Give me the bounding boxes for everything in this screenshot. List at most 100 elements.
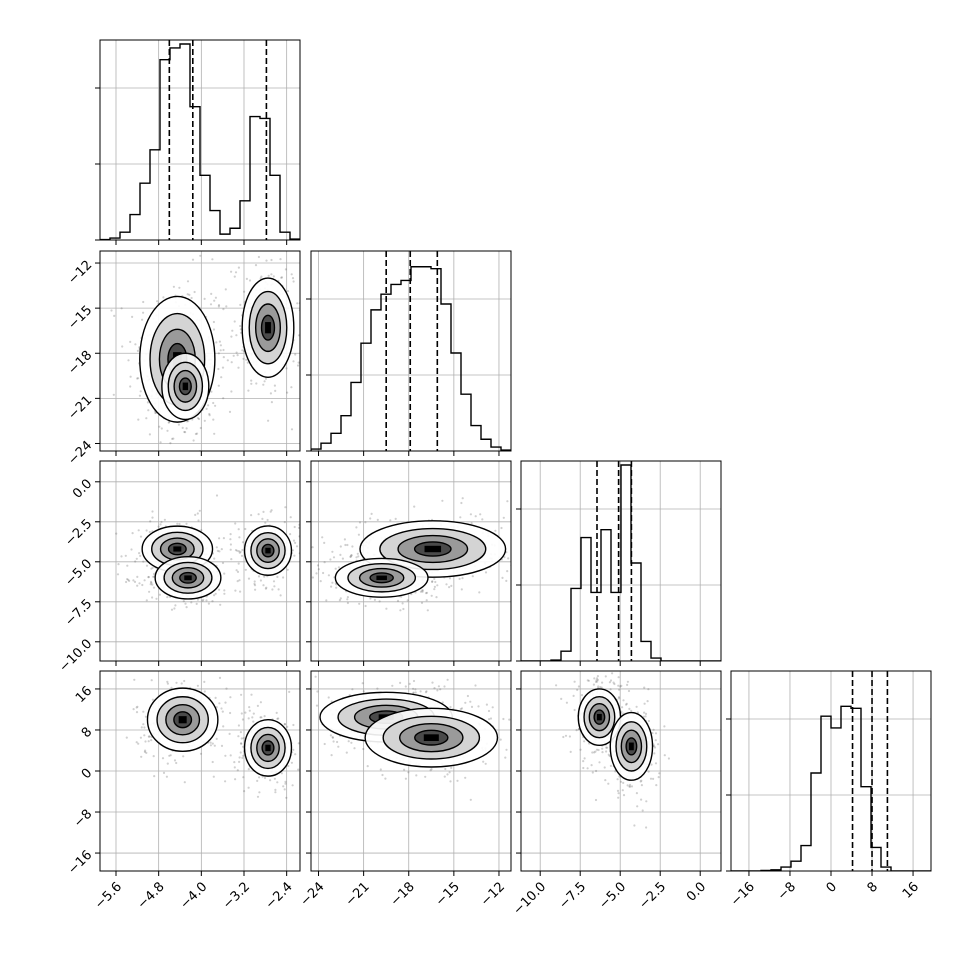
scatter-point [627,689,631,693]
scatter-point [601,751,604,754]
scatter-point [294,353,297,356]
scatter-point [190,296,193,300]
scatter-point [617,796,620,799]
scatter-point [213,594,216,597]
density-peak-1-0-2 [265,322,271,334]
scatter-point [652,728,655,731]
scatter-point [147,409,150,412]
scatter-point [275,711,278,715]
scatter-point [331,736,334,739]
x-tick-label: −21 [343,879,373,909]
scatter-point [587,679,591,682]
scatter-point [489,717,493,720]
scatter-point [234,778,237,781]
scatter-point [217,352,220,355]
y-tick-label: −18 [65,348,95,378]
scatter-point [290,428,294,431]
scatter-point [247,717,250,720]
scatter-point [245,358,248,361]
frame-2-2 [520,460,722,662]
scatter-point [260,716,263,719]
histogram-2 [521,464,721,661]
scatter-point [125,580,128,584]
scatter-point [217,305,220,308]
scatter-point [136,349,139,352]
scatter-point [412,687,415,690]
scatter-point [458,577,461,581]
scatter-point [274,788,277,792]
scatter-point [148,735,151,738]
scatter-point [215,737,218,741]
scatter-point [265,586,268,589]
scatter-point [605,750,608,753]
scatter-point [346,598,349,601]
x-tick-label: −5.0 [596,879,629,912]
scatter-point [331,736,334,739]
scatter-point [136,705,139,708]
scatter-point [264,587,267,590]
scatter-point [391,684,394,687]
scatter-point [218,340,221,343]
scatter-point [616,789,620,793]
scatter-point [213,744,216,747]
scatter-point [202,598,205,601]
scatter-point [161,757,165,760]
scatter-point [499,738,502,741]
scatter-point [608,681,612,684]
scatter-point [437,685,440,688]
scatter-point [291,784,294,787]
scatter-point [235,569,238,572]
x-tick-label: −16 [728,879,758,909]
y-tick-label: −8 [71,807,95,831]
scatter-point [289,533,292,536]
scatter-point [254,588,257,591]
scatter-point [188,293,191,296]
scatter-point [170,608,174,611]
scatter-point [212,320,215,324]
scatter-point [221,710,224,713]
scatter-point [364,521,367,524]
scatter-point [210,292,213,295]
scatter-point [315,572,318,575]
scatter-point [529,715,531,717]
scatter-point [254,264,258,267]
panel-3-3 [726,670,932,876]
x-tick-label: −15 [433,879,463,909]
scatter-point [239,324,242,328]
x-tick-label: −8 [775,879,799,903]
scatter-point [337,566,340,569]
scatter-point [644,715,647,718]
scatter-point [658,772,661,775]
scatter-point [228,410,232,413]
scatter-point [459,516,462,519]
scatter-point [229,543,232,546]
scatter-point [234,589,237,592]
scatter-point [617,676,620,679]
scatter-point [186,280,190,283]
scatter-point [236,570,240,574]
scatter-point [296,364,300,367]
scatter-point [291,277,295,280]
y-tick-label: −12 [65,258,95,288]
scatter-point [330,754,333,757]
scatter-point [147,576,150,579]
scatter-point [617,684,620,687]
scatter-point [284,782,287,785]
scatter-point [285,367,288,370]
scatter-point [219,349,222,352]
scatter-point [450,766,453,770]
scatter-point [237,550,241,553]
scatter-point [139,390,142,393]
scatter-point [224,780,227,783]
scatter-point [282,785,285,788]
scatter-point [443,685,446,688]
scatter-point [270,401,273,404]
scatter-point [616,778,619,781]
scatter-point [625,702,628,705]
scatter-point [601,747,604,750]
scatter-point [181,426,184,429]
panel-1-0 [95,250,301,456]
scatter-point [215,546,218,549]
scatter-point [127,578,130,581]
scatter-point [148,433,151,436]
